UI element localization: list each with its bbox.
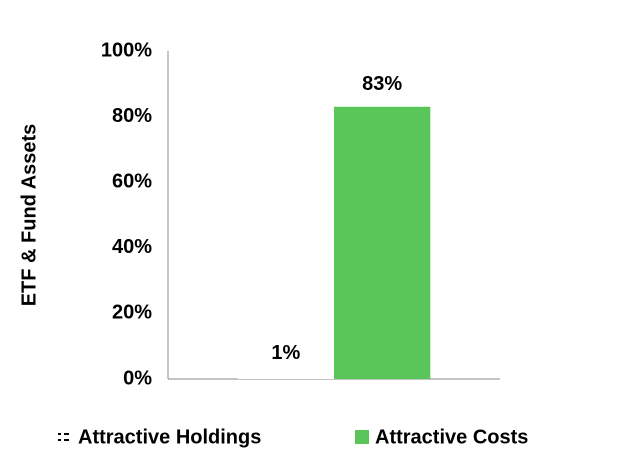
legend-label: Attractive Holdings: [78, 426, 261, 448]
bar: [237, 375, 334, 379]
y-tick-label: 80%: [112, 105, 152, 127]
y-axis-label: ETF & Fund Assets: [18, 124, 40, 307]
bar: [334, 106, 431, 379]
y-tick-label: 0%: [123, 367, 152, 389]
legend-swatch: [58, 430, 72, 444]
y-tick-label: 40%: [112, 236, 152, 258]
y-tick-label: 20%: [112, 302, 152, 324]
value-label: 83%: [362, 73, 402, 95]
y-tick-label: 60%: [112, 170, 152, 192]
value-label: 1%: [271, 342, 300, 364]
legend-swatch: [355, 430, 369, 444]
legend-label: Attractive Costs: [375, 426, 528, 448]
y-tick-label: 100%: [101, 39, 152, 61]
